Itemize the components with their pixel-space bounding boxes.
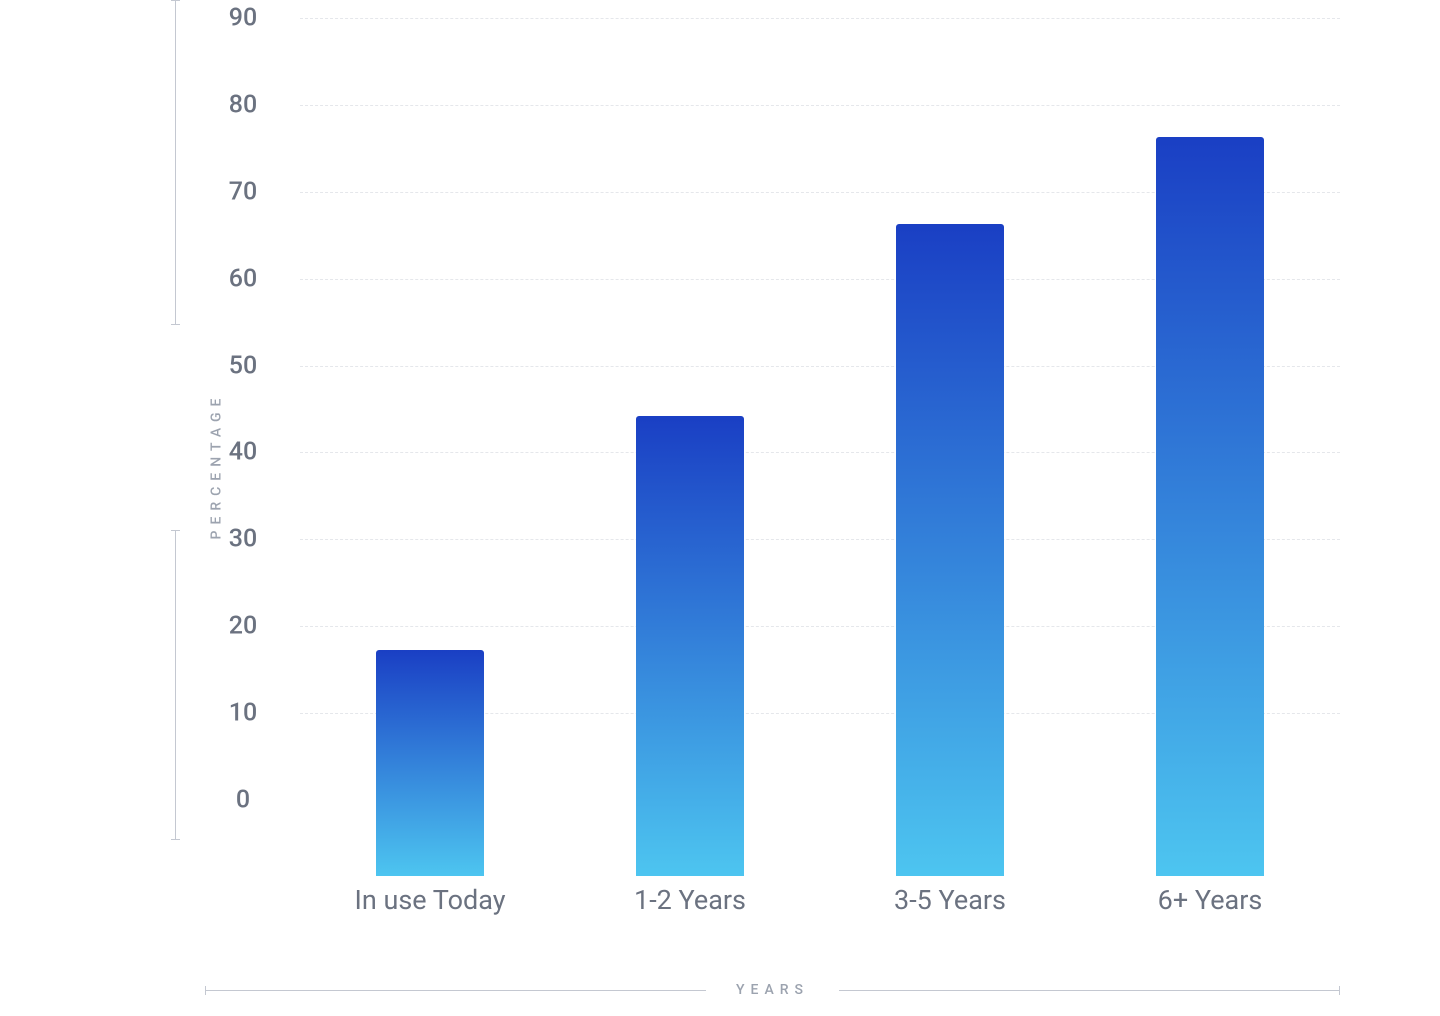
x-axis-label: YEARS	[736, 982, 809, 998]
bar-group	[1080, 137, 1340, 876]
y-tick-label: 60	[223, 264, 263, 293]
y-tick-label: 20	[223, 612, 263, 641]
x-labels-container: In use Today1-2 Years3-5 Years6+ Years	[300, 884, 1340, 916]
bar	[376, 650, 484, 876]
y-tick-label: 80	[223, 90, 263, 119]
x-axis-decoration-line-left	[205, 990, 706, 991]
bar-group	[560, 416, 820, 876]
y-tick-label: 10	[223, 699, 263, 728]
x-category-label: 3-5 Years	[820, 884, 1080, 916]
x-category-label: 1-2 Years	[560, 884, 820, 916]
bar	[896, 224, 1004, 876]
y-tick-label: 90	[223, 4, 263, 33]
y-axis-decoration-line-top	[175, 0, 176, 325]
bar-group	[820, 224, 1080, 876]
y-tick-label: 50	[223, 351, 263, 380]
bar-chart: PERCENTAGE 0102030405060708090 In use To…	[145, 5, 1340, 926]
x-axis-decoration-line-right	[839, 990, 1340, 991]
y-axis-decoration-line-bottom	[175, 530, 176, 840]
y-tick-label: 70	[223, 177, 263, 206]
x-axis-label-container: YEARS	[205, 982, 1340, 998]
x-category-label: 6+ Years	[1080, 884, 1340, 916]
plot-area: 0 10 20 30 40 50 60 70 80 90	[205, 5, 1340, 876]
bars-container	[300, 81, 1340, 876]
y-tick-label: 40	[223, 438, 263, 467]
gridline	[300, 18, 1340, 19]
bar	[1156, 137, 1264, 876]
bar-group	[300, 650, 560, 876]
y-tick-label: 0	[223, 786, 263, 815]
x-category-label: In use Today	[300, 884, 560, 916]
bar	[636, 416, 744, 876]
y-tick-label: 30	[223, 525, 263, 554]
